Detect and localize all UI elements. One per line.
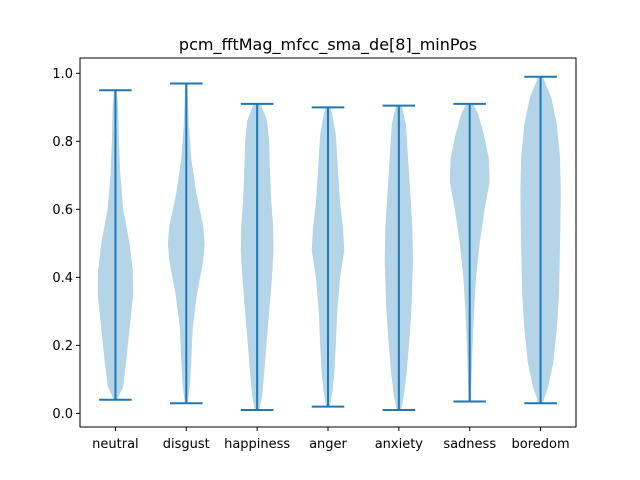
x-tick-label: neutral bbox=[92, 437, 139, 452]
y-tick-label: 0.4 bbox=[52, 271, 73, 286]
x-axis: neutral disgust happiness anger anxiety sadne… bbox=[92, 427, 570, 452]
y-tick-label: 0.8 bbox=[52, 135, 73, 150]
y-tick-label: 0.6 bbox=[52, 203, 73, 218]
x-tick-label: happiness bbox=[224, 437, 290, 452]
y-tick-label: 1.0 bbox=[52, 67, 73, 82]
x-tick-label: disgust bbox=[163, 437, 210, 452]
plot-frame bbox=[79, 57, 577, 428]
y-tick-label: 0.2 bbox=[52, 339, 73, 354]
violins-layer bbox=[97, 75, 561, 411]
y-axis: 0.0 0.2 0.4 0.6 0.8 1.0 bbox=[52, 67, 80, 422]
x-tick-label: anxiety bbox=[375, 437, 424, 452]
y-tick-label: 0.0 bbox=[52, 407, 73, 422]
chart-title: pcm_fftMag_mfcc_sma_de[8]_minPos bbox=[179, 35, 477, 55]
x-tick-label: boredom bbox=[512, 437, 570, 452]
x-tick-label: anger bbox=[309, 437, 347, 452]
x-tick-label: sadness bbox=[443, 437, 496, 452]
